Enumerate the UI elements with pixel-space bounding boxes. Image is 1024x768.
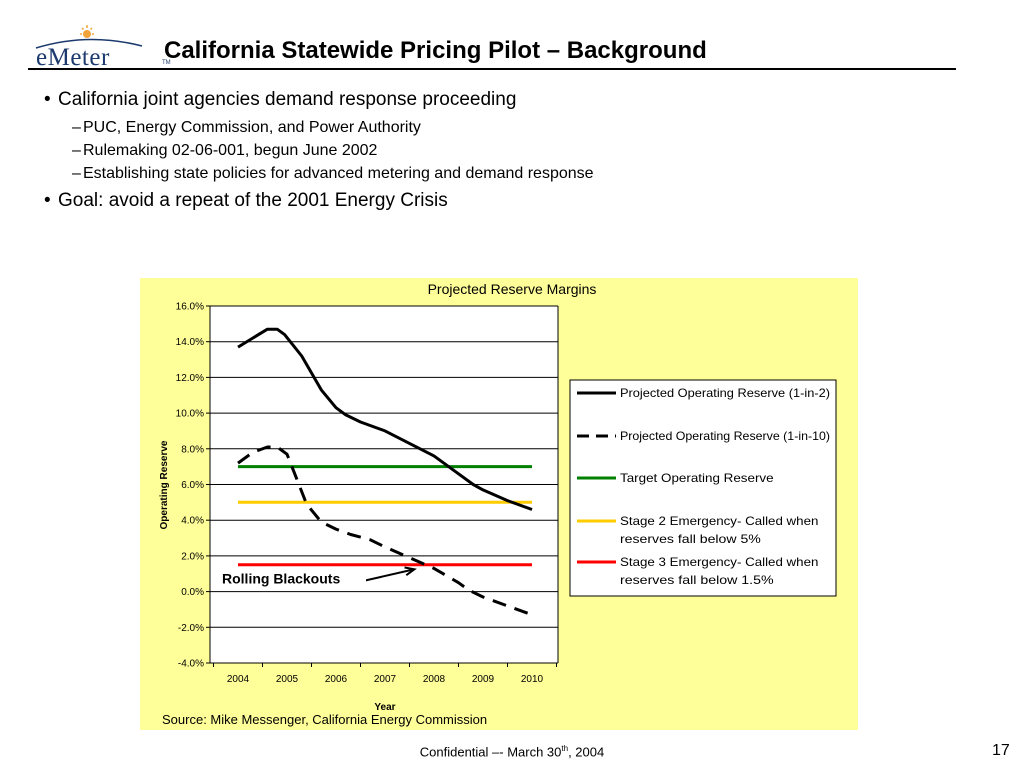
footer-text-end: , 2004 — [568, 744, 605, 760]
annotation-label: Rolling Blackouts — [222, 571, 340, 587]
series-line-1-in-2 — [237, 327, 533, 511]
legend-label: reserves fall below 1.5% — [620, 573, 774, 587]
logo-tm: TM — [162, 60, 171, 66]
footer-sup: th — [561, 744, 569, 753]
bullet-item: • Goal: avoid a repeat of the 2001 Energy… — [44, 189, 944, 213]
bullet-item: • California joint agencies demand respon… — [44, 88, 944, 112]
y-tick-label: 14.0% — [176, 337, 204, 348]
chart-source: Source: Mike Messenger, California Energ… — [162, 712, 487, 727]
y-tick-label: 2.0% — [181, 551, 204, 562]
sub-bullet-item: – PUC, Energy Commission, and Power Autho… — [44, 116, 944, 139]
sub-bullet-text: PUC, Energy Commission, and Power Author… — [83, 119, 421, 136]
slide-title: California Statewide Pricing Pilot – Bac… — [164, 37, 707, 64]
bullet-dot: • — [44, 190, 51, 211]
x-tick-label: 2005 — [276, 674, 299, 685]
chart-title: Projected Reserve Margins — [428, 281, 597, 297]
footer-text: Confidential –- March 30 — [419, 744, 562, 760]
bullet-dash: – — [72, 119, 81, 136]
x-tick-label: 2004 — [227, 674, 250, 685]
x-axis-label: Year — [374, 702, 395, 713]
sub-bullet-text: Establishing state policies for advanced… — [83, 165, 594, 182]
y-tick-label: 10.0% — [176, 409, 204, 420]
y-tick-label: -2.0% — [178, 623, 204, 634]
x-tick-label: 2009 — [472, 674, 495, 685]
legend-label: reserves fall below 5% — [620, 532, 761, 546]
title-rule — [28, 68, 956, 70]
bullet-text: Goal: avoid a repeat of the 2001 Energy … — [58, 190, 448, 211]
sun-icon — [80, 25, 94, 38]
legend-label: Projected Operating Reserve (1-in-10) — [620, 429, 830, 443]
x-tick-label: 2006 — [325, 674, 348, 685]
y-tick-label: 4.0% — [181, 516, 204, 527]
y-tick-label: -4.0% — [178, 659, 204, 670]
footer: Confidential –- March 30th, 2004 — [0, 744, 1024, 759]
sub-bullet-item: – Establishing state policies for advance… — [44, 162, 944, 185]
x-tick-label: 2008 — [423, 674, 446, 685]
logo-swoosh — [35, 38, 143, 49]
y-tick-label: 8.0% — [181, 444, 204, 455]
reserve-margins-chart: 16.0% 14.0% 12.0% 10.0% 8.0% 6.0% 4.0% 2.0% 0.0%… — [140, 278, 858, 730]
legend-label: Target Operating Reserve — [620, 471, 774, 485]
x-tick-label: 2010 — [521, 674, 544, 685]
sub-bullet-text: Rulemaking 02-06-001, begun June 2002 — [83, 142, 378, 159]
bullet-dot: • — [44, 89, 51, 110]
logo-text: eMeter — [36, 44, 110, 71]
chart-svg: 16.0% 14.0% 12.0% 10.0% 8.0% 6.0% 4.0% 2.0% 0.0%… — [159, 281, 837, 727]
legend-label: Stage 3 Emergency- Called when — [620, 555, 818, 569]
bullet-dash: – — [72, 165, 81, 182]
sub-bullet-item: – Rulemaking 02-06-001, begun June 2002 — [44, 139, 944, 162]
legend-label: Projected Operating Reserve (1-in-2) — [620, 386, 830, 400]
bullet-dash: – — [72, 142, 81, 159]
y-tick-label: 16.0% — [176, 302, 204, 313]
y-tick-label: 0.0% — [181, 587, 204, 598]
annotation-arrowhead — [404, 566, 417, 576]
annotation-bg — [220, 568, 366, 589]
y-axis-label: Operating Reserve — [159, 440, 170, 529]
x-tick-label: 2007 — [374, 674, 397, 685]
y-tick-label: 6.0% — [181, 480, 204, 491]
legend-label: Stage 2 Emergency- Called when — [620, 514, 818, 528]
page-number: 17 — [992, 742, 1010, 759]
bullet-text: California joint agencies demand respons… — [58, 89, 517, 110]
y-tick-label: 12.0% — [176, 373, 204, 384]
legend-box — [569, 379, 837, 597]
bullet-list: • California joint agencies demand respon… — [44, 88, 944, 217]
series-line-1-in-10 — [237, 445, 533, 617]
emeter-logo: eMeter TM — [28, 24, 171, 71]
